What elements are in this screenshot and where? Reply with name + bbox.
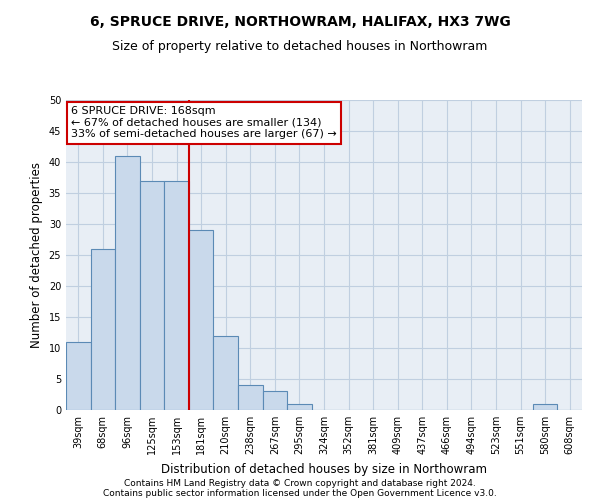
Bar: [287, 404, 312, 410]
Bar: [140, 180, 164, 410]
Text: 6, SPRUCE DRIVE, NORTHOWRAM, HALIFAX, HX3 7WG: 6, SPRUCE DRIVE, NORTHOWRAM, HALIFAX, HX…: [89, 15, 511, 29]
Text: Contains HM Land Registry data © Crown copyright and database right 2024.: Contains HM Land Registry data © Crown c…: [124, 478, 476, 488]
Bar: [91, 249, 115, 410]
Text: Contains public sector information licensed under the Open Government Licence v3: Contains public sector information licen…: [103, 488, 497, 498]
Bar: [189, 230, 214, 410]
Text: 6 SPRUCE DRIVE: 168sqm
← 67% of detached houses are smaller (134)
33% of semi-de: 6 SPRUCE DRIVE: 168sqm ← 67% of detached…: [71, 106, 337, 140]
Text: Size of property relative to detached houses in Northowram: Size of property relative to detached ho…: [112, 40, 488, 53]
Bar: [263, 392, 287, 410]
Bar: [533, 404, 557, 410]
Bar: [66, 342, 91, 410]
Y-axis label: Number of detached properties: Number of detached properties: [30, 162, 43, 348]
Bar: [214, 336, 238, 410]
Bar: [115, 156, 140, 410]
X-axis label: Distribution of detached houses by size in Northowram: Distribution of detached houses by size …: [161, 462, 487, 475]
Bar: [164, 180, 189, 410]
Bar: [238, 385, 263, 410]
